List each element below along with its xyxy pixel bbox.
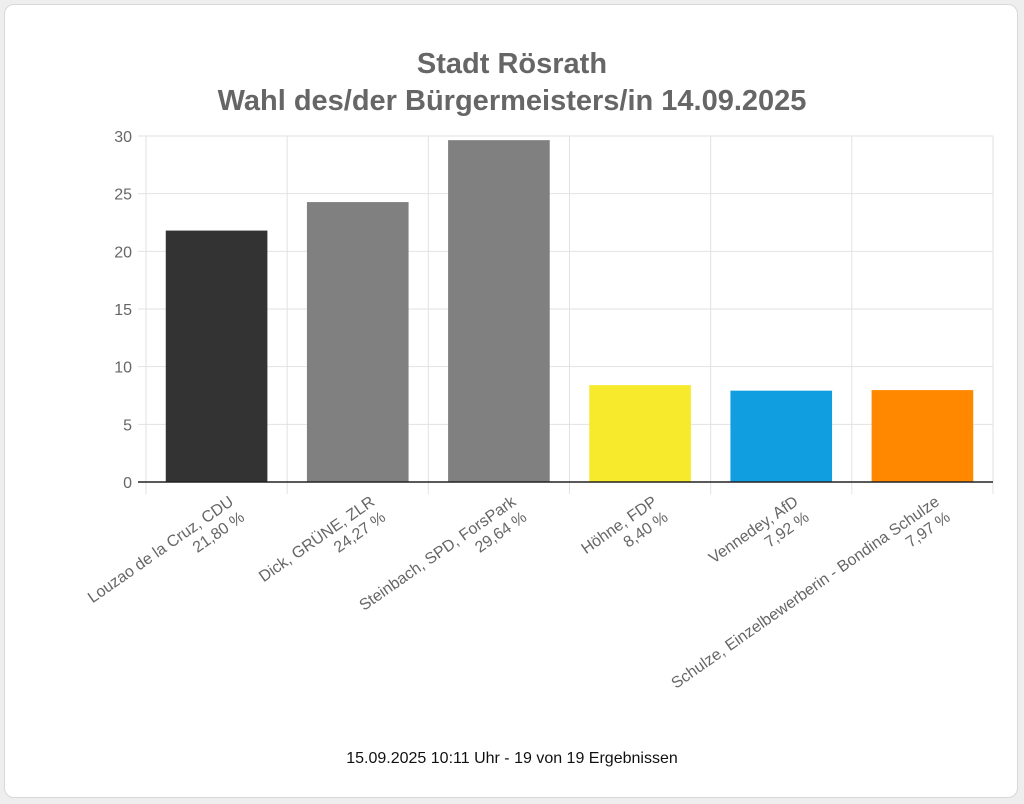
x-tick-label-name: Louzao de la Cruz, CDU <box>85 493 237 606</box>
y-tick-label: 10 <box>114 360 132 377</box>
x-tick-label: Schulze, Einzelbewerberin - Bondina Schu… <box>668 493 953 692</box>
y-axis-ticks: 0 5 10 15 20 25 30 <box>114 129 132 492</box>
footer-status: 15.09.2025 10:11 Uhr - 19 von 19 Ergebni… <box>346 750 678 767</box>
bar <box>306 202 409 482</box>
bar <box>589 385 691 482</box>
y-tick-label: 5 <box>123 417 132 434</box>
bars <box>165 140 974 483</box>
chart-title-line2: Wahl des/der Bürgermeisters/in 14.09.202… <box>217 85 807 117</box>
y-tick-label: 20 <box>114 244 132 261</box>
bar <box>730 390 833 482</box>
y-tick-label: 15 <box>114 302 132 319</box>
y-tick-label: 0 <box>123 475 132 492</box>
y-tick-label: 30 <box>114 129 132 146</box>
x-tick-label-name: Steinbach, SPD, ForsPark <box>356 493 520 615</box>
chart-title-line1: Stadt Rösrath <box>416 48 608 80</box>
bar <box>448 140 550 483</box>
grid-lines <box>138 135 994 494</box>
bar <box>871 390 974 482</box>
bar <box>165 230 268 482</box>
y-tick-label: 25 <box>114 187 132 204</box>
